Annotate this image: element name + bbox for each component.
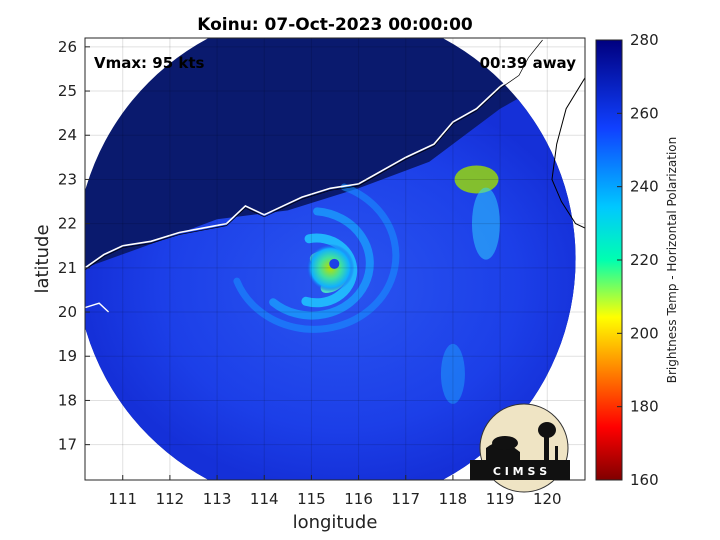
storm-core bbox=[306, 243, 355, 292]
colorbar: 160 180 200 220 240 260 280 bbox=[595, 31, 659, 489]
x-axis-label: longitude bbox=[293, 512, 378, 533]
map-plot-area bbox=[85, 38, 585, 480]
storm-eye bbox=[329, 258, 340, 269]
convection-cell bbox=[454, 165, 499, 194]
logo-text: C I M S S bbox=[493, 465, 547, 478]
chart-title: Koinu: 07-Oct-2023 00:00:00 bbox=[197, 15, 473, 35]
x-tick-label: 115 bbox=[297, 490, 326, 508]
time-away-label: 00:39 away bbox=[480, 54, 577, 72]
colorbar-tick-label: 260 bbox=[630, 104, 659, 122]
x-tick-label: 113 bbox=[203, 490, 232, 508]
vmax-label: Vmax: 95 kts bbox=[94, 54, 204, 72]
map-axes: 111 112 113 114 115 116 117 118 119 120 17 18 19 20 21… bbox=[58, 37, 586, 508]
x-tick-label: 119 bbox=[486, 490, 515, 508]
outer-band bbox=[440, 343, 465, 404]
colorbar-label: Brightness Temp - Horizontal Polarizatio… bbox=[665, 137, 679, 384]
y-tick-label: 26 bbox=[58, 38, 77, 56]
swath-group bbox=[85, 82, 576, 480]
y-tick-label: 25 bbox=[58, 82, 77, 100]
y-tick-label: 20 bbox=[58, 303, 77, 321]
colorbar-tick-label: 180 bbox=[630, 398, 659, 416]
x-tick-label: 111 bbox=[108, 490, 137, 508]
x-tick-label: 116 bbox=[344, 490, 373, 508]
x-tick-label: 112 bbox=[156, 490, 185, 508]
x-tick-label: 120 bbox=[533, 490, 562, 508]
colorbar-tick-label: 280 bbox=[630, 31, 659, 49]
y-tick-label: 19 bbox=[58, 347, 77, 365]
y-tick-label: 22 bbox=[58, 215, 77, 233]
y-tick-label: 23 bbox=[58, 170, 77, 188]
plot-clip-group bbox=[85, 38, 585, 480]
y-axis-label: latitude bbox=[32, 224, 53, 293]
y-tick-label: 21 bbox=[58, 259, 77, 277]
plot-frame bbox=[84, 37, 586, 481]
x-tick-label: 114 bbox=[250, 490, 279, 508]
rain-band bbox=[269, 207, 374, 320]
y-tick-label: 18 bbox=[58, 391, 77, 409]
y-tick-label: 17 bbox=[58, 436, 77, 454]
rain-band bbox=[233, 183, 400, 333]
colorbar-tick-label: 200 bbox=[630, 324, 659, 342]
colorbar-tick-label: 160 bbox=[630, 471, 659, 489]
colorbar-tick-label: 240 bbox=[630, 178, 659, 196]
colorbar-tick-label: 220 bbox=[630, 251, 659, 269]
coastline-leizhou bbox=[85, 302, 110, 313]
coastline-taiwan bbox=[551, 77, 585, 229]
cimss-logo: C I M S S bbox=[470, 403, 570, 493]
x-tick-label: 118 bbox=[439, 490, 468, 508]
x-tick-label: 117 bbox=[391, 490, 420, 508]
coastline-china bbox=[85, 38, 544, 269]
outer-band bbox=[471, 187, 500, 260]
y-tick-label: 24 bbox=[58, 126, 77, 144]
coastline-outline bbox=[85, 39, 543, 271]
